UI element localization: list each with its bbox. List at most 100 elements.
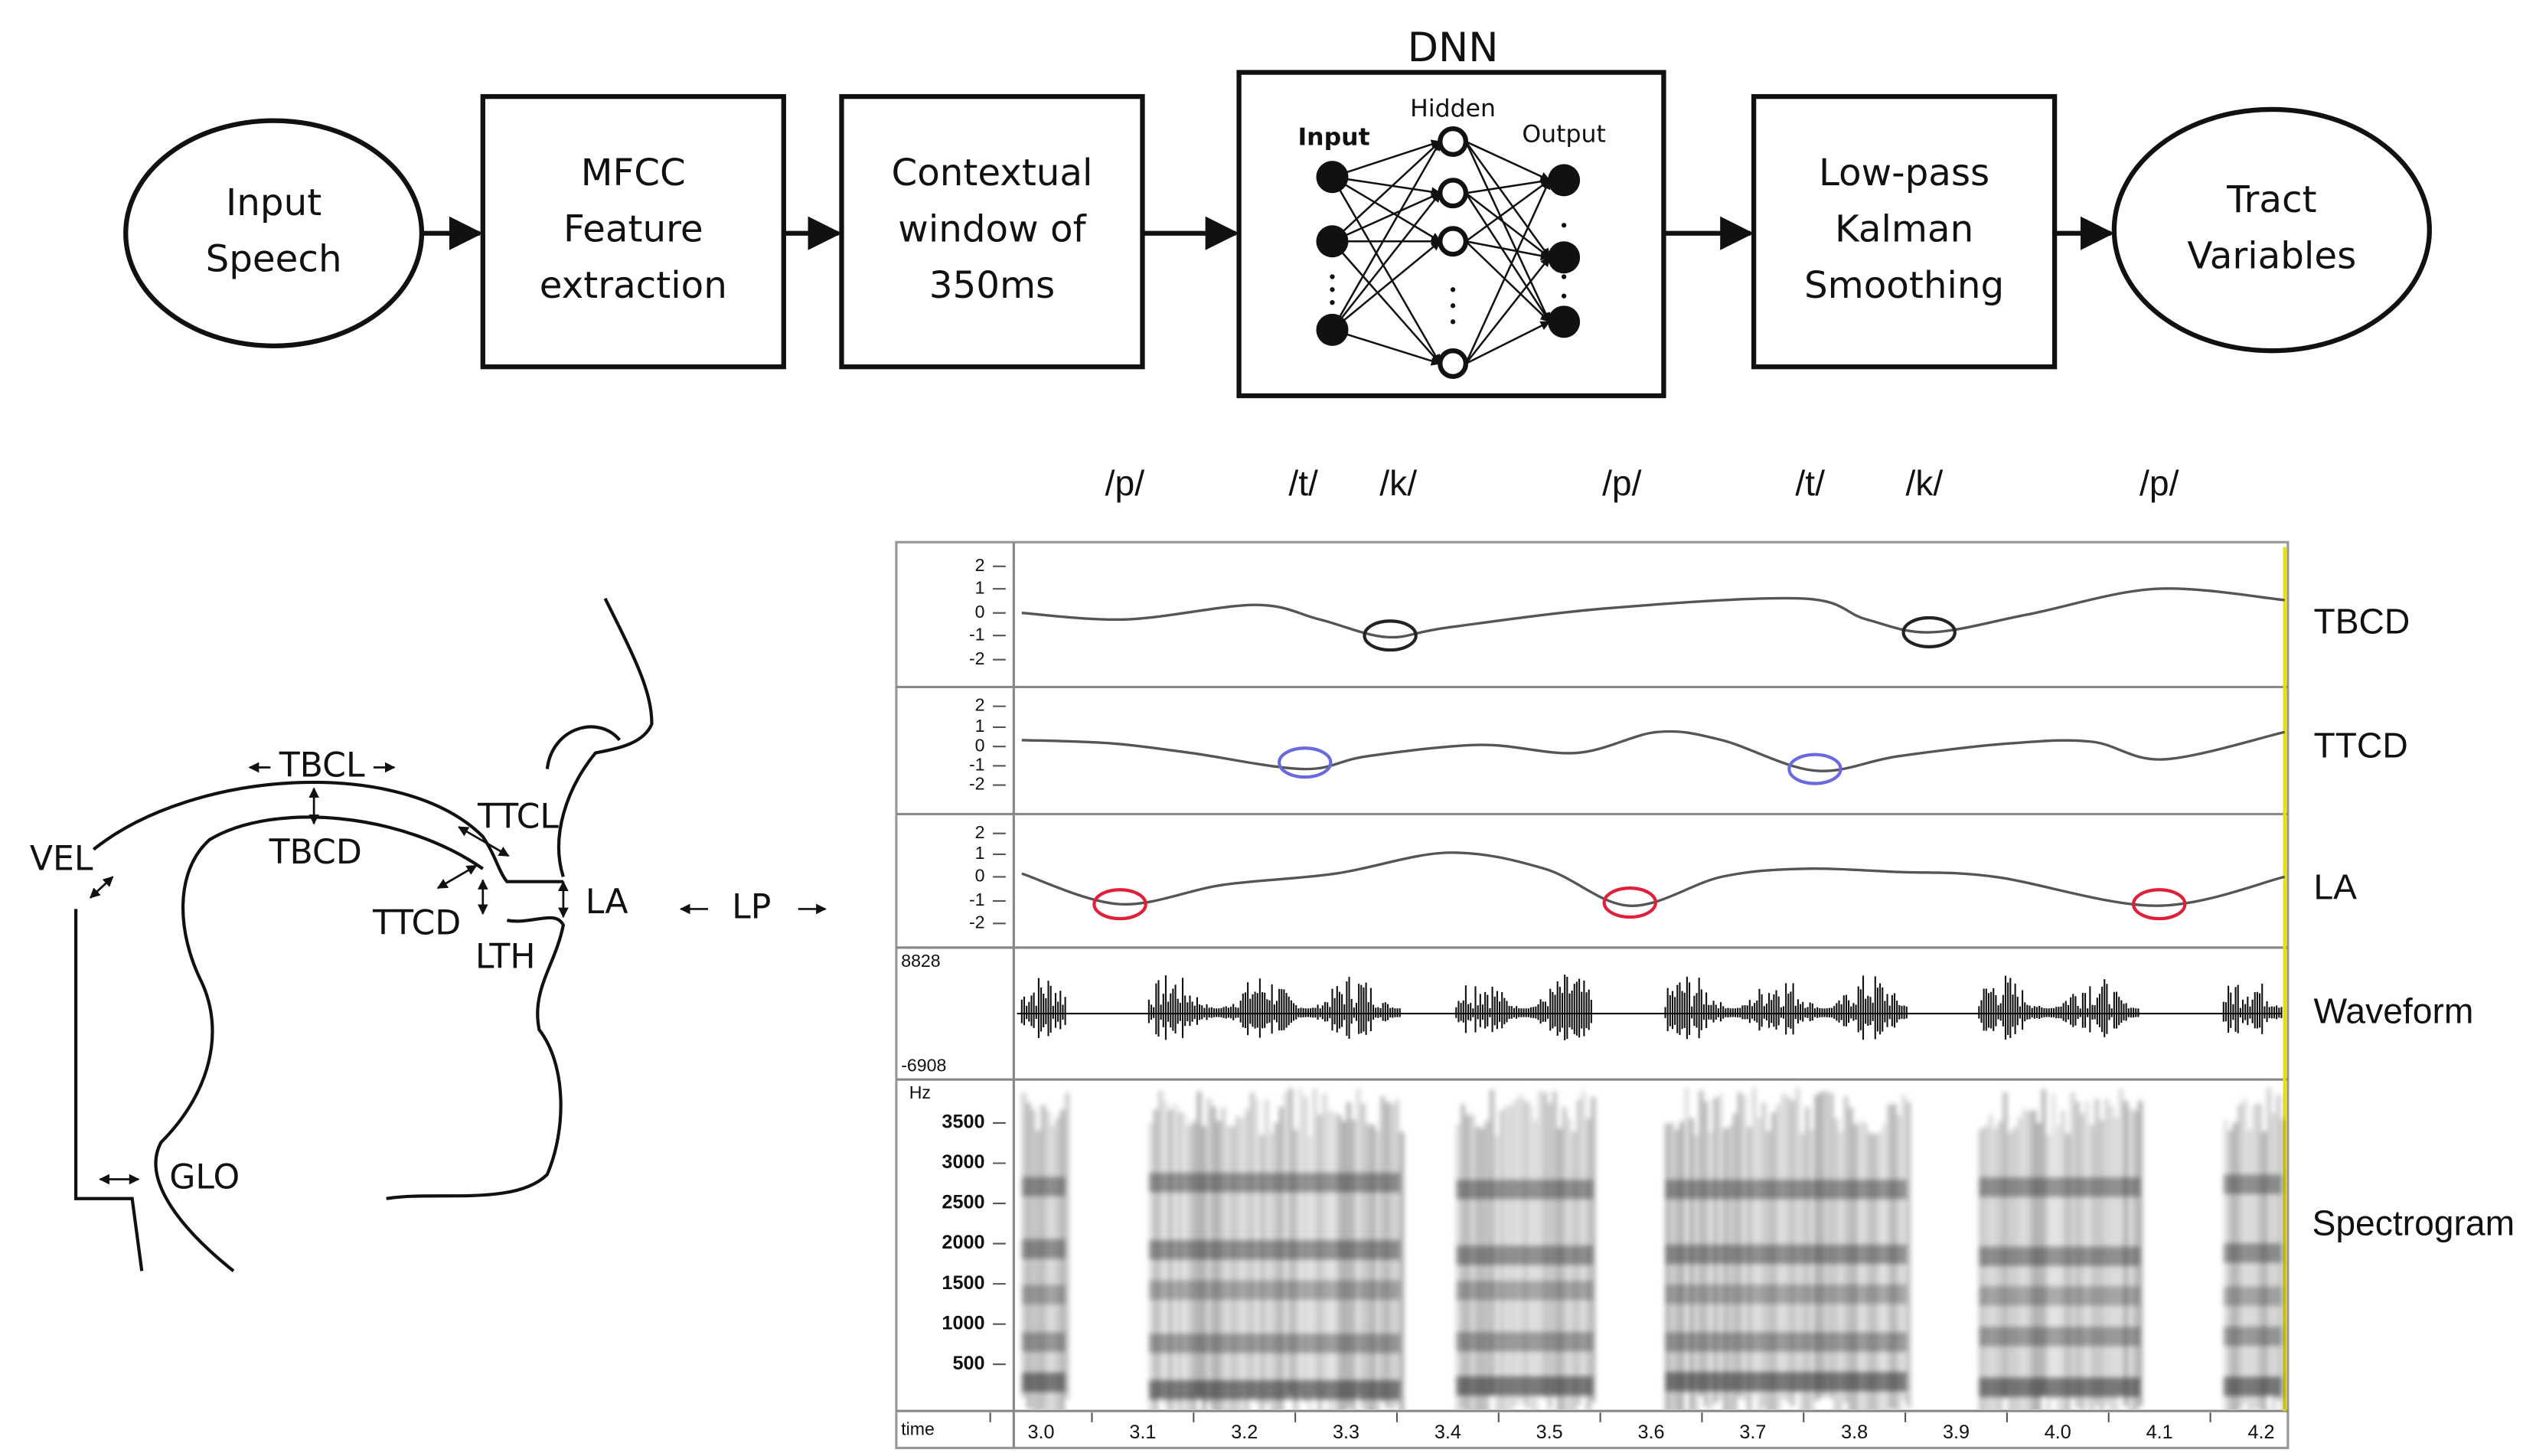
spectrogram-formant <box>1666 1180 1907 1199</box>
tv-tick-label: 1 <box>975 716 985 736</box>
dnn-ellipsis <box>1330 287 1334 292</box>
vocal-tract-label: LTH <box>475 938 536 977</box>
spectrogram-column <box>1168 1109 1172 1415</box>
time-tick-label: 3.7 <box>1739 1422 1766 1443</box>
dnn-ellipsis <box>1562 274 1566 279</box>
spectrogram-tick-label: 2000 <box>942 1232 984 1253</box>
spectrogram-column <box>1466 1115 1470 1420</box>
time-tick-label: 3.3 <box>1333 1422 1359 1443</box>
spectrogram-column <box>2114 1118 2118 1423</box>
node-label: Feature <box>563 208 703 251</box>
vocal-tract-label: LP <box>732 887 771 926</box>
spectrogram-column <box>1241 1118 1245 1423</box>
tract-variable-curve <box>1022 731 2285 771</box>
track-label: LA <box>2313 867 2357 906</box>
spectrogram-formant <box>1666 1332 1907 1351</box>
spectrogram-column <box>1470 1115 1474 1420</box>
spectrogram-formant <box>1456 1281 1593 1300</box>
phoneme-label: /t/ <box>1795 463 1825 503</box>
dnn-node <box>1316 314 1348 346</box>
vocal-tract-label: TTCD <box>372 903 461 942</box>
dnn-edge <box>1466 180 1549 193</box>
spectrogram-formant <box>1666 1245 1907 1264</box>
spectrogram-column <box>2042 1089 2045 1395</box>
dnn-edge <box>1466 193 1549 322</box>
spectrogram-column <box>1318 1115 1322 1420</box>
track-label: Waveform <box>2313 991 2473 1030</box>
phoneme-label: /t/ <box>1288 463 1318 503</box>
spectrogram-formant <box>1456 1245 1593 1265</box>
tv-tick-label: 2 <box>975 555 985 575</box>
spectrogram-column <box>2071 1092 2074 1398</box>
tv-tick-label: -2 <box>969 774 985 794</box>
spectrogram-tick-label: 500 <box>952 1353 984 1374</box>
spectrogram-tick-label: 3500 <box>942 1112 984 1133</box>
dnn-node <box>1316 161 1348 193</box>
tv-tick-label: 1 <box>975 843 985 863</box>
spectrogram-column <box>1907 1102 1911 1407</box>
spectrogram-column <box>2267 1088 2271 1393</box>
tv-tick-label: 0 <box>975 602 985 622</box>
spectrogram-formant <box>1979 1327 2139 1346</box>
dnn-node <box>1440 129 1466 155</box>
tv-tick-label: 0 <box>975 735 985 755</box>
spectrogram-formant <box>2224 1287 2282 1306</box>
spectrogram-column <box>1332 1112 1336 1417</box>
tract-variable-curve <box>1022 589 2285 638</box>
vocal-tract-outline <box>156 817 483 1271</box>
time-tick-label: 3.9 <box>1943 1422 1970 1443</box>
dnn-layer-label: Output <box>1522 121 1605 149</box>
spectrogram-formant <box>1149 1334 1400 1353</box>
spectrogram-formant <box>1666 1285 1907 1304</box>
dnn-node <box>1316 225 1348 257</box>
spectrogram-column <box>1337 1115 1341 1420</box>
spectrogram-formant <box>1979 1378 2139 1397</box>
vocal-tract-label: GLO <box>169 1158 240 1197</box>
node-label: Tract <box>2226 178 2316 221</box>
spectrogram-column <box>1066 1092 1069 1398</box>
vocal-tract-label: VEL <box>30 839 93 878</box>
track-label: TBCD <box>2313 602 2410 641</box>
dnn-edge <box>1332 177 1440 241</box>
spectrogram-column <box>2003 1092 2007 1398</box>
dnn-node <box>1440 351 1466 377</box>
spectrogram-formant <box>1149 1173 1400 1192</box>
vocal-tract-label: TBCL <box>279 746 365 785</box>
flow-node <box>2114 109 2430 351</box>
node-label: Smoothing <box>1804 264 2004 307</box>
phoneme-label: /k/ <box>1379 463 1417 503</box>
spectrogram-column <box>1352 1120 1356 1425</box>
spectrogram-formant <box>1022 1333 1066 1352</box>
spectrogram-formant <box>1149 1281 1400 1300</box>
spectrogram-column <box>1327 1111 1331 1416</box>
spectrogram-formant <box>1456 1332 1593 1351</box>
constriction-marker <box>1279 748 1330 777</box>
node-label: extraction <box>540 264 727 307</box>
tv-tick-label: -2 <box>969 912 985 932</box>
spectrogram-column <box>1178 1112 1182 1417</box>
phoneme-label: /k/ <box>1905 463 1943 503</box>
tv-tick-label: 2 <box>975 695 985 715</box>
tv-tick-label: 0 <box>975 866 985 886</box>
spectrogram-formant <box>1149 1240 1400 1259</box>
dnn-edge <box>1466 193 1549 257</box>
node-label: Speech <box>206 238 342 281</box>
node-label: Input <box>226 181 321 224</box>
spectrogram-column <box>2281 1119 2285 1425</box>
node-label: MFCC <box>581 152 686 194</box>
tv-tick-label: -1 <box>969 624 985 644</box>
tv-tick-label: -1 <box>969 754 985 774</box>
time-tick-label: 3.2 <box>1231 1422 1258 1443</box>
node-label: 350ms <box>929 264 1056 307</box>
spectrogram-formant <box>1979 1177 2139 1196</box>
tv-tick-label: -1 <box>969 890 985 909</box>
tv-tick-label: 2 <box>975 822 985 842</box>
node-label: Variables <box>2187 234 2356 277</box>
spectrogram-column <box>1183 1114 1186 1419</box>
node-label: window of <box>898 208 1086 251</box>
dnn-edge <box>1466 322 1549 364</box>
spectrogram-column <box>1235 1116 1239 1422</box>
spectrogram-formant <box>1022 1177 1066 1196</box>
spectrogram-tick-label: 2500 <box>942 1192 984 1213</box>
dnn-ellipsis <box>1451 287 1455 292</box>
